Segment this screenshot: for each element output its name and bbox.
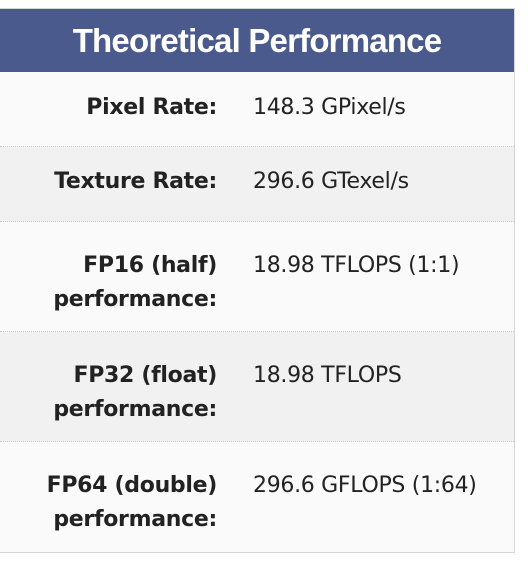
row-value: 296.6 GFLOPS (1:64): [253, 473, 477, 498]
table-row-fp64: FP64 (double) performance: 296.6 GFLOPS …: [0, 442, 514, 554]
row-value: 18.98 TFLOPS (1:1): [253, 253, 460, 278]
row-label: Pixel Rate:: [86, 95, 217, 120]
theoretical-performance-table: Theoretical Performance Pixel Rate: 148.…: [0, 8, 515, 553]
row-label: Texture Rate:: [54, 169, 217, 194]
row-value: 148.3 GPixel/s: [253, 95, 406, 120]
table-row-fp32: FP32 (float) performance: 18.98 TFLOPS: [0, 332, 514, 442]
row-label: FP64 (double) performance:: [46, 473, 218, 532]
table-title: Theoretical Performance: [0, 9, 514, 72]
row-label: FP32 (float) performance:: [53, 363, 217, 422]
table-row-fp16: FP16 (half) performance: 18.98 TFLOPS (1…: [0, 222, 514, 332]
table-row-texture-rate: Texture Rate: 296.6 GTexel/s: [0, 147, 514, 222]
row-value: 296.6 GTexel/s: [253, 169, 409, 194]
row-label: FP16 (half) performance:: [53, 253, 217, 312]
row-value: 18.98 TFLOPS: [253, 363, 402, 388]
table-row-pixel-rate: Pixel Rate: 148.3 GPixel/s: [0, 72, 514, 147]
